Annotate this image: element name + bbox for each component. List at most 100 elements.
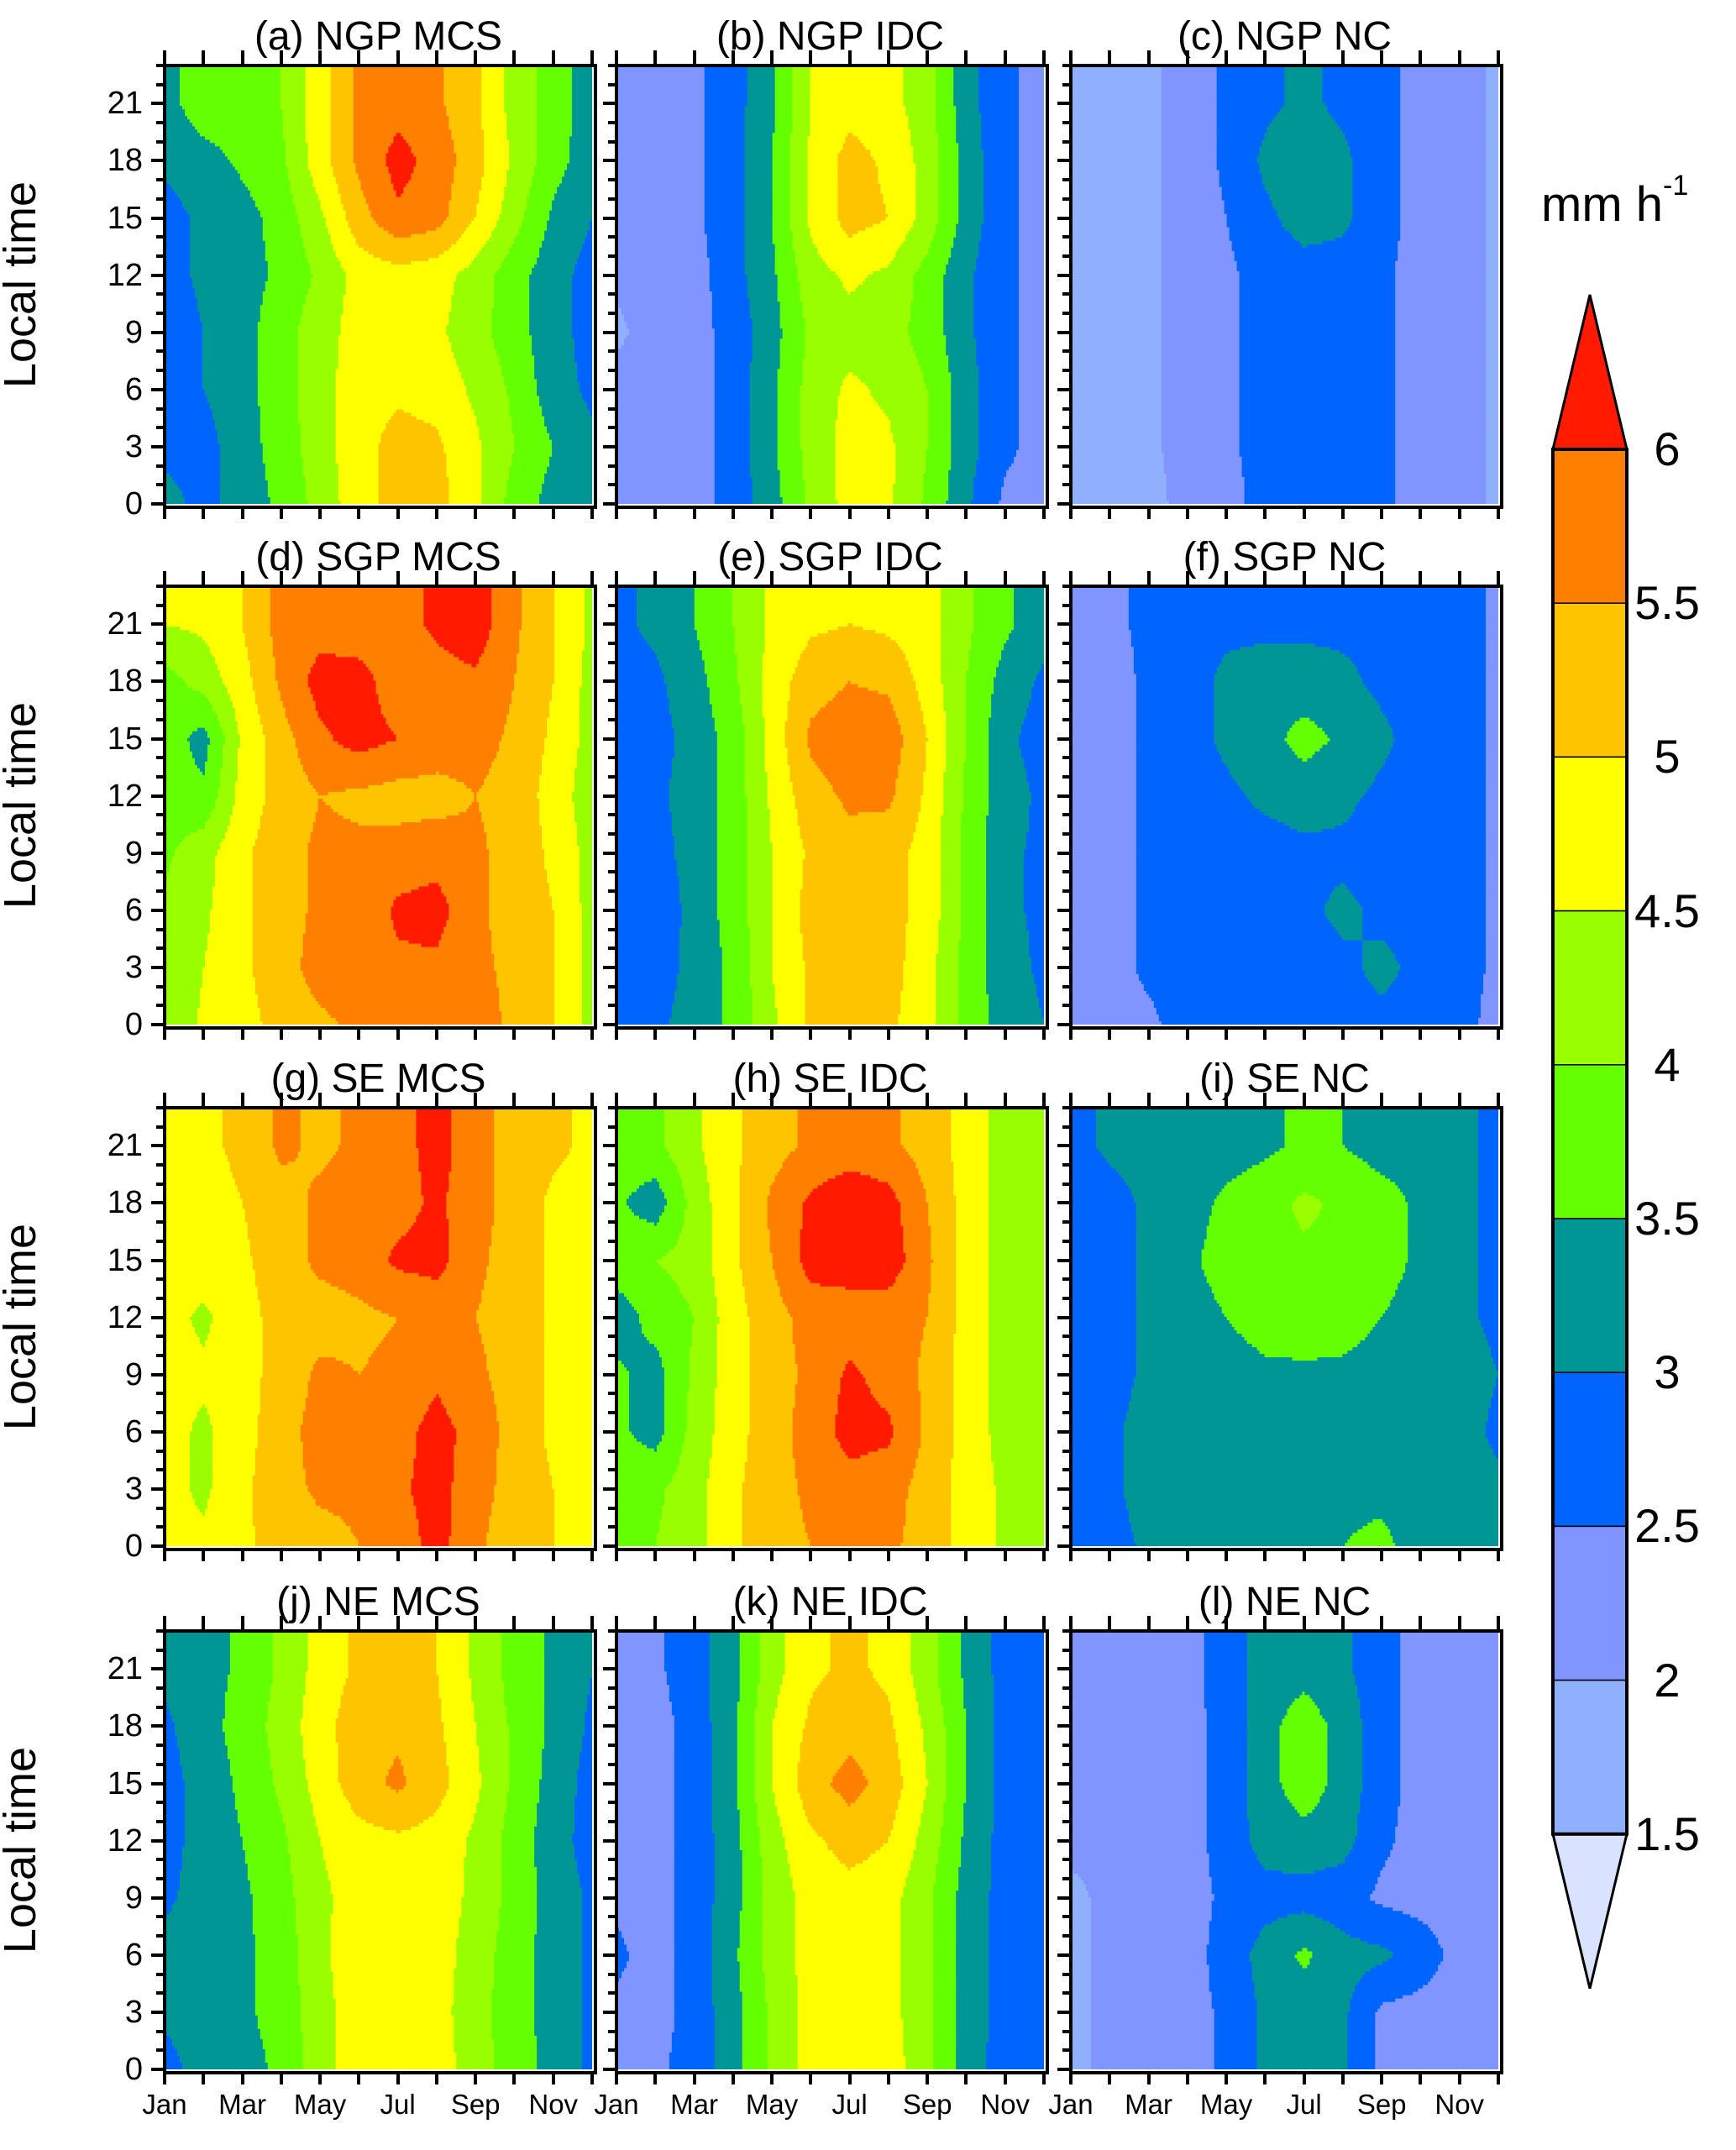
contour-band-level-8: [265, 794, 475, 800]
contour-band-level-5: [247, 186, 291, 191]
contour-band-level-1: [1071, 476, 1167, 481]
contour-band-level-5: [179, 102, 281, 107]
contour-band-level-7: [448, 480, 482, 485]
contour-band-level-3: [587, 233, 592, 239]
contour-band-level-7: [845, 288, 857, 292]
contour-band-level-7: [554, 1017, 583, 1022]
contour-band-level-5: [777, 406, 801, 411]
contour-band-level-4: [165, 96, 181, 100]
x-tick: [434, 506, 438, 519]
contour-band-level-1: [1071, 210, 1162, 215]
contour-band-level-2: [1395, 443, 1487, 448]
contour-band-level-1: [1071, 302, 1162, 306]
contour-band-level-3: [1216, 143, 1263, 147]
contour-band-level-8: [249, 674, 276, 679]
contour-band-level-5: [267, 270, 312, 275]
contour-band-level-4: [534, 355, 575, 359]
contour-band-level-9: [378, 697, 512, 702]
contour-band-level-6: [310, 281, 347, 286]
contour-band-level-3: [981, 136, 1020, 140]
contour-band-level-4: [552, 449, 592, 454]
contour-band-level-2: [1395, 439, 1487, 444]
contour-band-level-3: [171, 476, 221, 481]
contour-band-level-3: [165, 335, 203, 339]
contour-band-level-7: [807, 186, 839, 191]
contour-band-level-2: [1395, 362, 1487, 366]
contour-band-level-6: [908, 230, 936, 235]
contour-band-level-7: [544, 856, 580, 860]
contour-band-level-5: [509, 473, 545, 478]
contour-band-level-5: [511, 456, 550, 461]
contour-band-level-3: [574, 352, 592, 356]
contour-band-level-7: [807, 213, 839, 218]
contour-band-level-2: [1400, 106, 1487, 110]
contour-band-level-4: [749, 379, 779, 384]
contour-band-level-8: [252, 933, 304, 938]
contour-band-level-7: [338, 476, 380, 481]
x-tick: [1263, 506, 1267, 519]
contour-band-level-3: [1239, 419, 1396, 424]
contour-band-level-6: [305, 254, 337, 259]
contour-band-level-2: [1019, 325, 1044, 329]
contour-band-level-4: [956, 116, 982, 120]
contour-band-level-2: [626, 335, 716, 339]
contour-band-level-2: [616, 119, 705, 123]
contour-band-level-3: [714, 369, 751, 373]
contour-band-level-7: [229, 822, 261, 826]
contour-band-level-6: [280, 106, 307, 110]
contour-band-level-3: [165, 250, 191, 255]
contour-band-level-6: [582, 660, 592, 664]
contour-band-level-7: [840, 389, 872, 394]
contour-band-level-1: [616, 312, 622, 316]
contour-band-level-6: [572, 794, 592, 800]
contour-band-level-4: [189, 257, 266, 262]
contour-band-level-7: [554, 600, 585, 604]
contour-band-level-1: [1071, 166, 1162, 171]
contour-band-level-7: [807, 170, 839, 175]
contour-band-level-6: [880, 267, 919, 272]
y-major-tick: [1057, 502, 1069, 506]
contour-band-level-5: [267, 277, 312, 282]
contour-band-level-5: [522, 223, 548, 228]
contour-band-level-4: [946, 338, 977, 343]
contour-band-level-4: [744, 149, 774, 154]
contour-band-level-8: [393, 412, 412, 417]
contour-band-level-6: [302, 456, 337, 461]
contour-band-level-4: [572, 113, 592, 117]
contour-band-level-8: [350, 819, 422, 823]
contour-band-level-3: [582, 244, 592, 249]
contour-band-level-5: [913, 277, 944, 282]
contour-band-level-6: [504, 190, 530, 195]
contour-band-level-3: [165, 193, 178, 198]
contour-band-level-2: [1161, 369, 1240, 373]
contour-band-level-6: [915, 193, 939, 198]
contour-band-level-6: [448, 338, 495, 343]
contour-band-level-5: [244, 183, 291, 188]
contour-band-level-2: [1019, 422, 1044, 427]
contour-band-level-5: [179, 86, 281, 90]
contour-band-level-2: [1019, 416, 1044, 421]
contour-band-level-7: [883, 197, 916, 202]
contour-band-level-8: [265, 761, 302, 766]
contour-band-level-8: [489, 866, 545, 870]
contour-band-level-3: [978, 429, 1020, 434]
contour-band-level-7: [340, 322, 449, 326]
contour-band-level-5: [494, 288, 530, 292]
contour-band-level-6: [903, 72, 936, 76]
contour-band-level-4: [956, 106, 979, 110]
contour-band-level-8: [254, 987, 312, 992]
contour-band-level-3: [983, 156, 1020, 161]
contour-band-level-2: [623, 338, 716, 343]
contour-band-level-9: [275, 657, 317, 661]
contour-band-level-6: [582, 970, 592, 975]
contour-band-level-4: [953, 79, 979, 83]
contour-band-level-2: [1019, 312, 1044, 316]
contour-band-level-6: [214, 805, 233, 810]
contour-band-level-3: [1239, 302, 1396, 306]
contour-band-level-7: [552, 899, 580, 905]
contour-band-level-8: [330, 66, 354, 70]
contour-band-level-7: [484, 170, 507, 175]
contour-band-level-4: [1259, 146, 1351, 150]
contour-band-level-8: [511, 700, 550, 705]
contour-band-level-7: [539, 809, 575, 813]
